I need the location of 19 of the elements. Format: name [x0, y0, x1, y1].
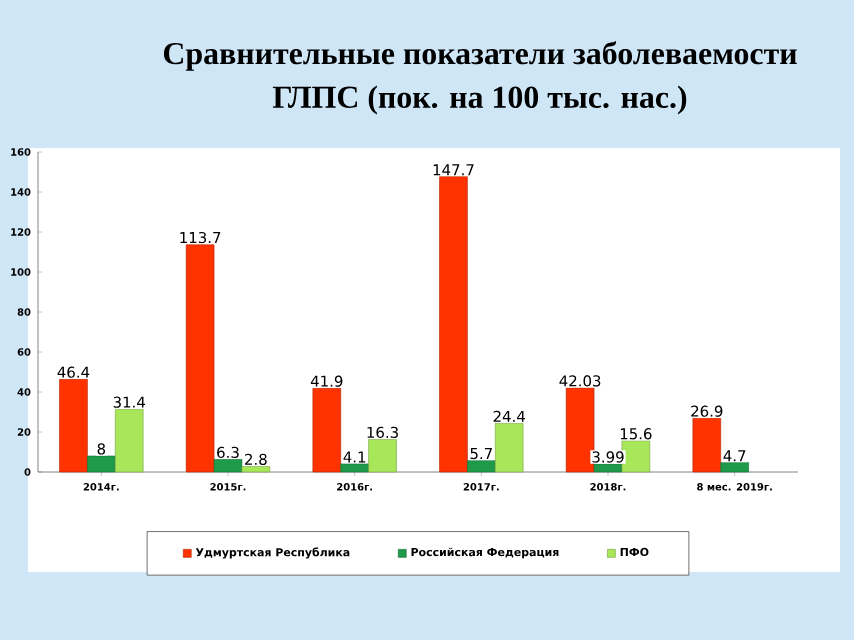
bar: [494, 422, 524, 473]
bar: [593, 463, 623, 473]
bar: [720, 462, 749, 473]
bar: [312, 387, 342, 473]
bar: [692, 417, 722, 473]
bar: [340, 463, 369, 473]
bar: [213, 459, 243, 473]
chart-title: Сравнительные показатели заболеваемости: [163, 41, 797, 71]
bar: [368, 439, 397, 473]
bar: [467, 460, 496, 473]
bar: [87, 455, 116, 473]
chart-subtitle: ГЛПС (пок. на 100 тыс. нас.): [272, 85, 687, 115]
bar: [439, 176, 468, 473]
bar: [621, 440, 651, 473]
bar: [185, 244, 215, 473]
bar: [114, 408, 144, 473]
bar: [241, 466, 271, 473]
bar: [59, 378, 88, 473]
bar: [565, 387, 595, 473]
